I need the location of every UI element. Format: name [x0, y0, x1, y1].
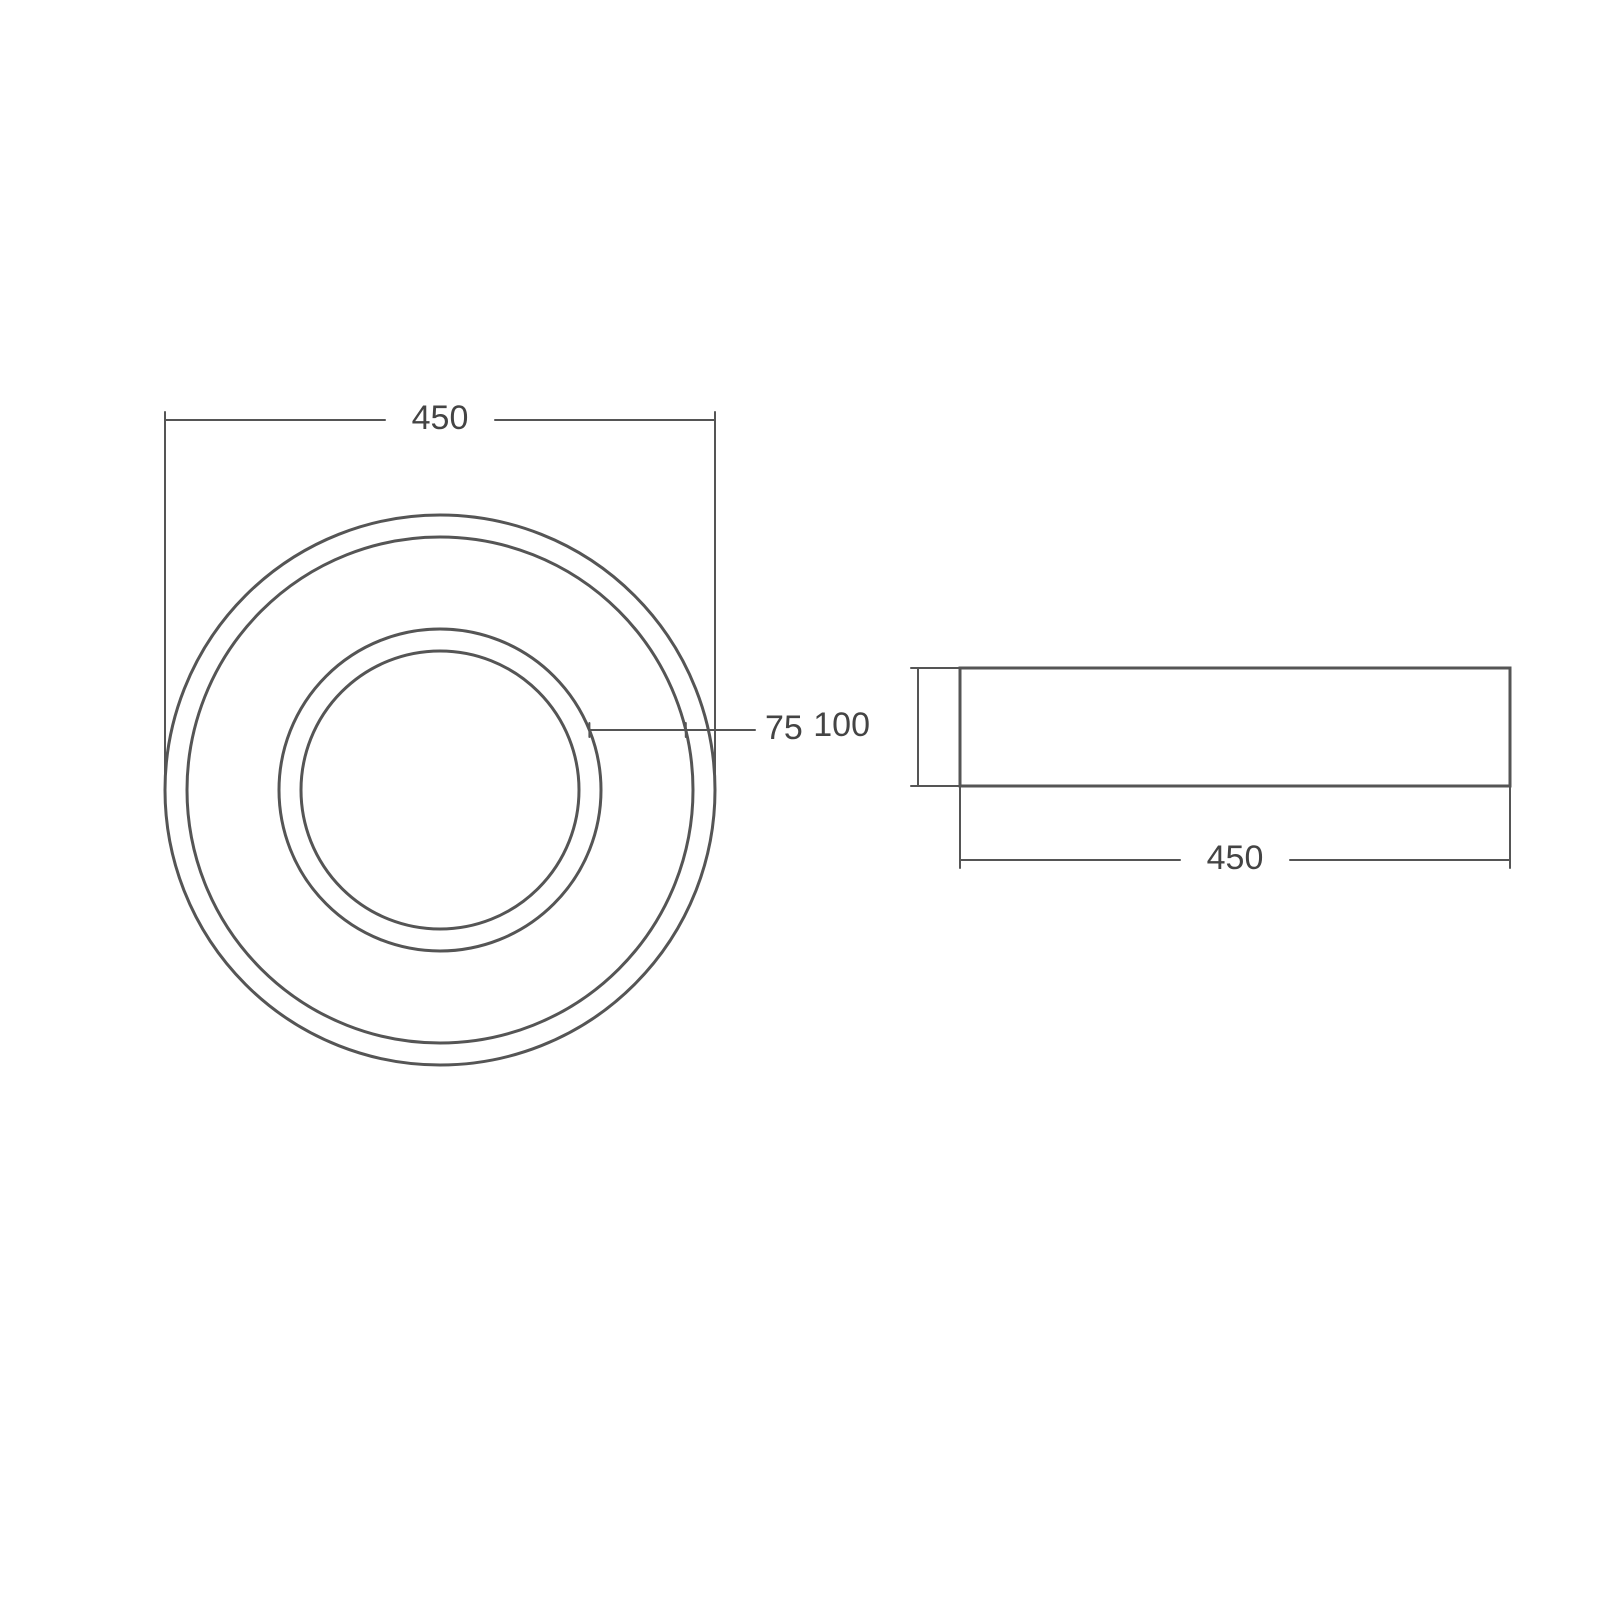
- dim-width-label: 450: [1207, 839, 1264, 877]
- dim-ring-width-label: 75: [765, 709, 803, 747]
- technical-drawing: 450 75 100 450: [0, 0, 1600, 1600]
- elevation-view: 100 450: [813, 668, 1510, 877]
- dim-diameter-label: 450: [412, 399, 469, 437]
- plan-view: 450 75: [165, 399, 803, 1065]
- dim-height-label: 100: [813, 706, 870, 744]
